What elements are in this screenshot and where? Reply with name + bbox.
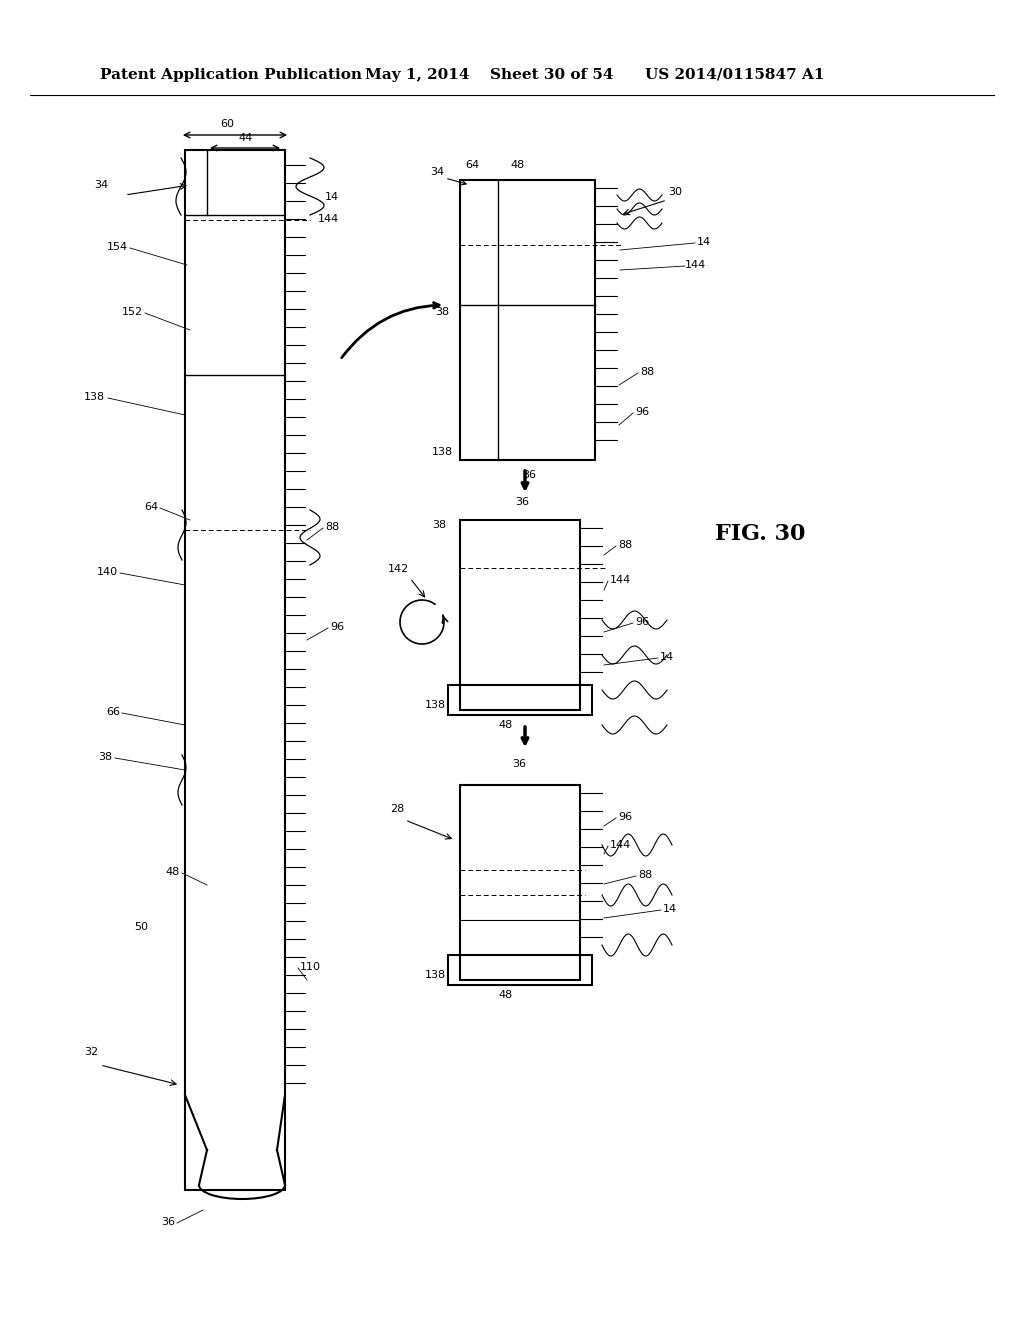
Text: 88: 88: [640, 367, 654, 378]
Text: 144: 144: [318, 214, 339, 224]
Text: 138: 138: [84, 392, 105, 403]
Bar: [449, 685, 592, 715]
Text: 34: 34: [94, 180, 108, 190]
Text: 142: 142: [388, 564, 410, 574]
Text: 96: 96: [635, 407, 649, 417]
Text: 36: 36: [515, 498, 529, 507]
Text: 144: 144: [610, 576, 631, 585]
Text: 88: 88: [325, 521, 339, 532]
Text: 48: 48: [498, 719, 512, 730]
Text: 138: 138: [432, 447, 454, 457]
Text: 30: 30: [668, 187, 682, 197]
Text: 14: 14: [697, 238, 711, 247]
Text: 36: 36: [512, 759, 526, 770]
Text: 50: 50: [134, 921, 148, 932]
Text: 110: 110: [300, 962, 321, 972]
Text: 38: 38: [435, 308, 450, 317]
Text: 48: 48: [511, 160, 525, 170]
Text: 36: 36: [161, 1217, 175, 1228]
Text: 144: 144: [610, 840, 631, 850]
Text: 48: 48: [166, 867, 180, 876]
Text: 44: 44: [239, 133, 253, 143]
Text: 88: 88: [638, 870, 652, 880]
Text: 28: 28: [390, 804, 404, 814]
Text: 38: 38: [432, 520, 446, 531]
Text: 38: 38: [98, 752, 112, 762]
Text: 96: 96: [618, 812, 632, 822]
Text: FIG. 30: FIG. 30: [715, 523, 805, 545]
Text: 64: 64: [144, 502, 158, 512]
Bar: [460, 180, 595, 459]
Text: Patent Application Publication: Patent Application Publication: [100, 69, 362, 82]
Text: 140: 140: [97, 568, 118, 577]
Text: 34: 34: [430, 168, 444, 177]
Bar: [185, 150, 285, 1191]
Text: 48: 48: [498, 990, 512, 1001]
Text: 152: 152: [122, 308, 143, 317]
Text: 154: 154: [106, 242, 128, 252]
Text: 88: 88: [618, 540, 632, 550]
Text: May 1, 2014: May 1, 2014: [365, 69, 469, 82]
Text: Sheet 30 of 54: Sheet 30 of 54: [490, 69, 613, 82]
Text: 14: 14: [325, 191, 339, 202]
Text: 66: 66: [106, 708, 120, 717]
Text: 36: 36: [522, 470, 536, 480]
Text: 96: 96: [330, 622, 344, 632]
Text: 60: 60: [220, 119, 234, 129]
Text: 32: 32: [84, 1047, 98, 1057]
Text: US 2014/0115847 A1: US 2014/0115847 A1: [645, 69, 824, 82]
Text: 96: 96: [635, 616, 649, 627]
Text: 64: 64: [465, 160, 479, 170]
Text: 138: 138: [425, 700, 446, 710]
Bar: [460, 785, 580, 979]
Text: 138: 138: [425, 970, 446, 979]
Text: 144: 144: [685, 260, 707, 271]
Text: 14: 14: [663, 904, 677, 913]
Text: 14: 14: [660, 652, 674, 663]
Bar: [449, 954, 592, 985]
Bar: [460, 520, 580, 710]
